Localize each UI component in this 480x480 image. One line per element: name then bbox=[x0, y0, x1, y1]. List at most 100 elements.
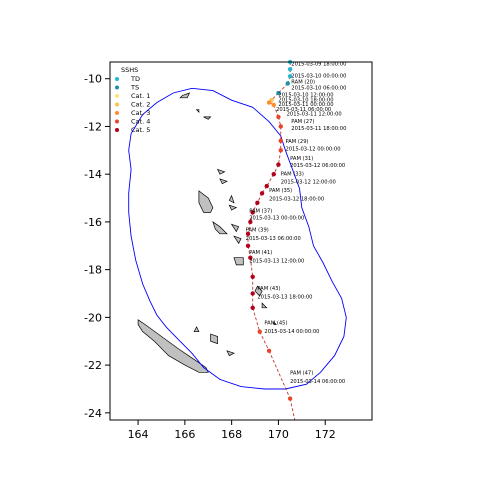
y-tick-label: -14 bbox=[84, 168, 102, 181]
island-5 bbox=[212, 221, 228, 235]
track-point-10 bbox=[278, 138, 283, 143]
axes: 164 166 168 170 172 -10 -12 -14 -16 -18 -20 -22 -24 bbox=[84, 61, 373, 441]
track-point-14 bbox=[264, 183, 269, 189]
plot-frame bbox=[109, 61, 373, 421]
annotation-24: 2015-03-13 12:00:00 bbox=[249, 258, 304, 264]
track-point-7 bbox=[271, 102, 276, 108]
x-tick-label: 166 bbox=[174, 428, 195, 441]
track-points bbox=[245, 59, 293, 401]
track-point-4 bbox=[276, 90, 281, 96]
y-tick-label: -10 bbox=[84, 73, 102, 86]
legend-label: Cat. 4 bbox=[131, 118, 150, 126]
annotation-3: 2015-03-10 06:00:00 bbox=[291, 85, 346, 91]
annotation-16: 2015-03-12 12:00:00 bbox=[281, 180, 336, 186]
annotation-10: 2015-03-11 18:00:00 bbox=[291, 126, 346, 132]
eez-outline bbox=[128, 87, 347, 390]
annotation-1: 2015-03-10 00:00:00 bbox=[291, 74, 346, 80]
legend-swatch bbox=[115, 94, 119, 98]
track-point-21 bbox=[248, 255, 253, 260]
x-tick-label: 170 bbox=[268, 428, 289, 441]
x-tick-label: 168 bbox=[221, 428, 242, 441]
track-segment bbox=[268, 350, 291, 399]
annotation-30: 2015-03-14 06:00:00 bbox=[290, 379, 345, 385]
track-point-19 bbox=[245, 231, 251, 237]
legend-title: SSHS bbox=[121, 66, 138, 74]
annotation-8: 2015-03-11 12:00:00 bbox=[287, 112, 342, 118]
legend-swatch bbox=[115, 77, 119, 81]
annotation-0: 2015-03-09 18:00:00 bbox=[291, 62, 346, 68]
annotation-18: 2015-03-12 18:00:00 bbox=[269, 196, 324, 202]
annotation-14: 2015-03-12 06:00:00 bbox=[290, 163, 345, 169]
annotation-12: 2015-03-12 00:00:00 bbox=[285, 146, 340, 152]
island-10 bbox=[228, 194, 235, 204]
annotation-2: RAM (20) bbox=[291, 79, 315, 85]
legend-swatch bbox=[115, 128, 119, 132]
annotation-22: 2015-03-13 06:00:00 bbox=[246, 236, 301, 242]
legend-swatch bbox=[115, 85, 119, 90]
legend-swatch bbox=[115, 119, 119, 124]
y-tick-label: -18 bbox=[84, 264, 102, 277]
island-16 bbox=[179, 92, 191, 99]
annotation-19: PAM (37) bbox=[249, 208, 272, 214]
island-8 bbox=[233, 235, 242, 245]
legend-swatch bbox=[115, 111, 119, 115]
island-1 bbox=[210, 333, 218, 345]
track-annotations: 2015-03-09 18:00:00 2015-03-10 00:00:00RA… bbox=[246, 62, 347, 385]
x-tick-label: 164 bbox=[128, 428, 149, 441]
track-point-6 bbox=[266, 100, 272, 105]
land-masses bbox=[137, 92, 277, 373]
annotation-25: PAM (43) bbox=[257, 286, 280, 292]
annotation-29: PAM (47) bbox=[290, 371, 313, 377]
track-point-12 bbox=[276, 162, 281, 167]
annotation-20: 2015-03-13 00:00:00 bbox=[249, 216, 304, 222]
y-tick-label: -16 bbox=[84, 216, 102, 229]
eez-boundary bbox=[128, 87, 347, 390]
annotation-28: 2015-03-14 00:00:00 bbox=[264, 329, 319, 335]
track-point-25 bbox=[257, 329, 262, 334]
track-segment bbox=[249, 257, 254, 277]
track-point-23 bbox=[250, 291, 255, 296]
island-13 bbox=[254, 285, 263, 297]
legend-swatch bbox=[115, 102, 119, 107]
annotation-15: PAM (33) bbox=[281, 171, 304, 177]
island-6 bbox=[233, 257, 244, 266]
legend-label: Cat. 5 bbox=[131, 126, 150, 134]
track-point-27 bbox=[287, 396, 293, 401]
island-14 bbox=[261, 302, 268, 309]
track-point-18 bbox=[248, 219, 253, 225]
track-point-15 bbox=[259, 191, 265, 196]
island-18 bbox=[195, 109, 200, 113]
annotation-17: PAM (35) bbox=[269, 188, 292, 194]
annotation-7: 2015-03-11 06:00:00 bbox=[276, 107, 331, 113]
track-point-17 bbox=[250, 210, 255, 215]
track-point-13 bbox=[271, 171, 276, 177]
track-point-22 bbox=[250, 274, 255, 279]
island-3 bbox=[193, 326, 200, 333]
annotation-26: 2015-03-13 18:00:00 bbox=[257, 294, 312, 300]
legend-label: Cat. 1 bbox=[131, 92, 150, 100]
annotation-11: PAM (29) bbox=[285, 139, 308, 145]
track-segment bbox=[277, 150, 282, 165]
track-segment bbox=[266, 173, 275, 187]
track-segment bbox=[278, 83, 289, 94]
track-point-8 bbox=[276, 114, 281, 120]
island-7 bbox=[230, 223, 240, 233]
track-point-26 bbox=[266, 348, 272, 353]
track-segment bbox=[259, 331, 270, 351]
annotation-27: PAM (45) bbox=[264, 321, 287, 327]
island-4 bbox=[198, 190, 214, 213]
legend-label: TD bbox=[130, 75, 140, 83]
track-segment bbox=[289, 398, 296, 421]
island-17 bbox=[203, 116, 212, 120]
island-2 bbox=[226, 350, 235, 357]
legend-label: TS bbox=[130, 84, 139, 92]
track-point-11 bbox=[278, 148, 283, 153]
annotation-6: 2015-03-11 00:00:00 bbox=[278, 102, 333, 108]
annotation-21: PAM (39) bbox=[246, 227, 269, 233]
annotation-23: PAM (41) bbox=[249, 250, 272, 256]
track-point-16 bbox=[255, 200, 260, 206]
x-tick-label: 172 bbox=[315, 428, 336, 441]
legend-label: Cat. 3 bbox=[131, 109, 150, 117]
